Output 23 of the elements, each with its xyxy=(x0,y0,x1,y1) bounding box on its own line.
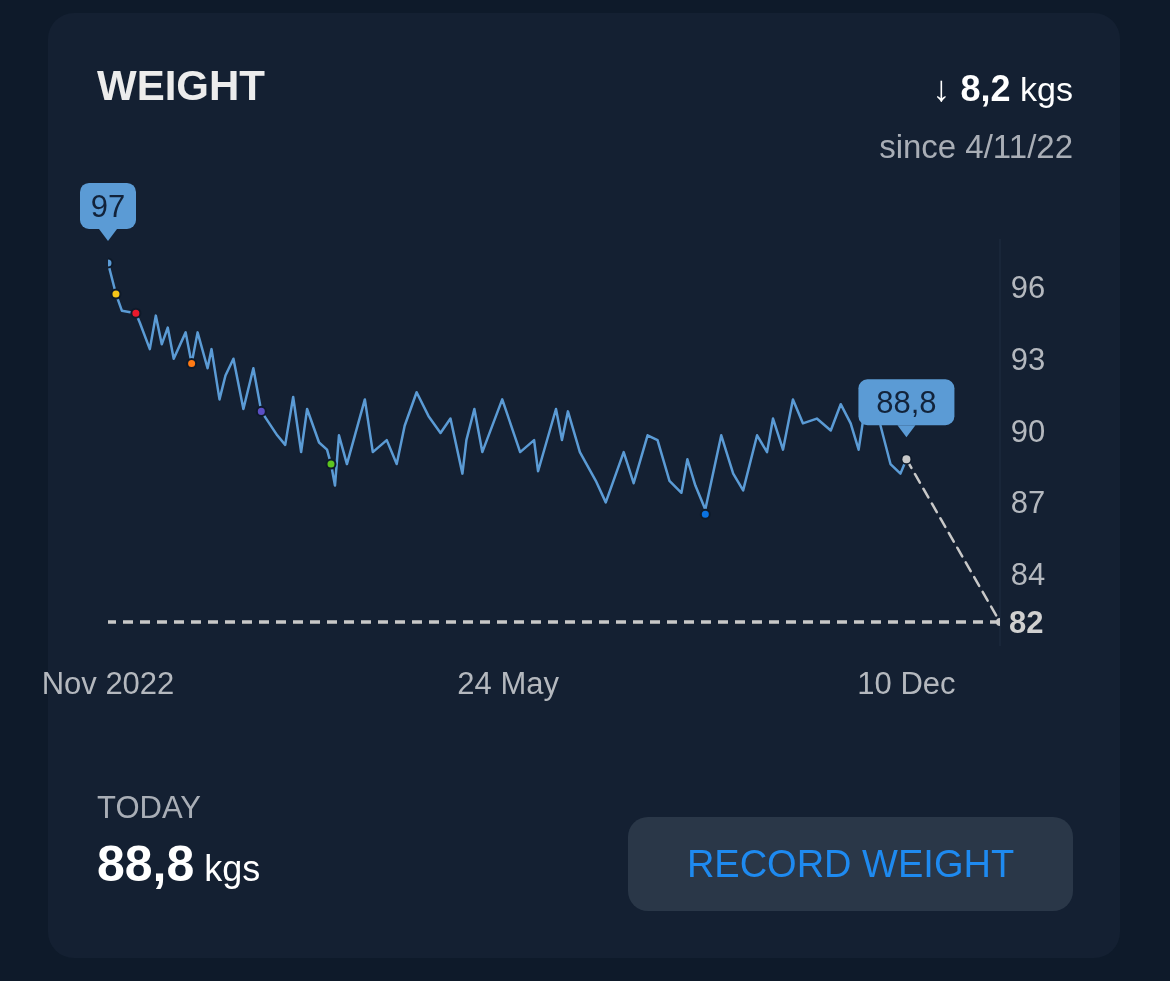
y-tick-label: 93 xyxy=(1010,341,1046,377)
chart-title: WEIGHT xyxy=(97,62,265,110)
point xyxy=(130,307,142,319)
y-tick-label: 96 xyxy=(1010,269,1046,305)
annotation: 97 xyxy=(90,188,126,224)
ref-line-label: 82 xyxy=(1009,605,1044,641)
text: since 4/11/22 xyxy=(879,128,1073,166)
text: 88,8 kgs xyxy=(97,836,261,892)
point xyxy=(186,357,198,369)
annotation: 88,8 xyxy=(876,385,937,421)
point xyxy=(325,458,337,470)
text: TODAY xyxy=(97,790,201,826)
x-tick-label: 24 May xyxy=(457,666,560,701)
point xyxy=(255,405,267,417)
y-tick-label: 90 xyxy=(1010,413,1046,449)
x-tick-label: 10 Dec xyxy=(857,666,956,701)
point xyxy=(110,288,122,300)
text: RECORD WEIGHT xyxy=(628,817,1073,911)
point xyxy=(699,508,711,520)
y-tick-label: 87 xyxy=(1010,485,1046,521)
y-tick-label: 84 xyxy=(1010,557,1046,593)
x-tick-label: Nov 2022 xyxy=(41,666,175,701)
chart-subtitle: ↓ 8,2 kgs xyxy=(932,68,1073,109)
